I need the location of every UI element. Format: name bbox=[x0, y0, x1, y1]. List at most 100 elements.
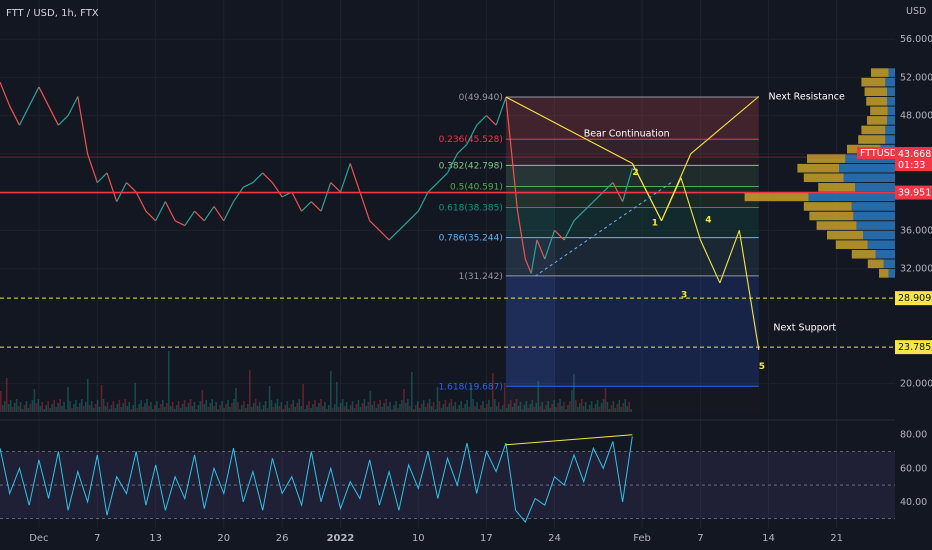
volume-bar bbox=[326, 409, 328, 412]
volume-bar bbox=[573, 374, 575, 412]
y-axis-unit: USD bbox=[906, 6, 926, 17]
volume-bar bbox=[23, 405, 26, 412]
volume-bar bbox=[27, 408, 30, 412]
wave-label: 5 bbox=[759, 362, 765, 372]
volume-bar bbox=[341, 399, 344, 412]
volume-bar bbox=[223, 408, 225, 412]
price-segment bbox=[145, 210, 157, 222]
volume-bar bbox=[219, 405, 221, 412]
fib-band bbox=[505, 207, 759, 238]
volume-bar bbox=[1, 405, 4, 412]
volume-bar bbox=[187, 403, 190, 412]
volume-bar bbox=[41, 402, 44, 412]
profile-bar-down bbox=[856, 221, 895, 230]
profile-bar-up bbox=[870, 106, 888, 116]
volume-bar bbox=[405, 403, 407, 412]
volume-bar bbox=[88, 405, 91, 412]
profile-bar-up bbox=[858, 135, 886, 144]
volume-bar bbox=[138, 404, 140, 412]
volume-bar bbox=[450, 399, 453, 412]
fib-label: 0.786(35.244) bbox=[439, 234, 503, 244]
volume-bar bbox=[606, 402, 609, 412]
price-segment bbox=[505, 97, 513, 154]
price-segment bbox=[516, 211, 526, 260]
volume-bar bbox=[43, 409, 46, 412]
horizontal-levels bbox=[0, 156, 895, 348]
price-segment bbox=[530, 239, 538, 274]
candle-timer: 01:33 bbox=[898, 160, 925, 171]
profile-bar-up bbox=[867, 116, 887, 125]
volume-bar bbox=[612, 401, 615, 412]
volume-bar bbox=[67, 387, 69, 412]
volume-bar bbox=[250, 407, 253, 412]
volume-bar bbox=[270, 400, 273, 412]
volume-bar bbox=[106, 402, 109, 412]
volume-bar bbox=[505, 408, 508, 412]
volume-bar bbox=[254, 399, 257, 412]
volume-bar bbox=[409, 406, 411, 412]
volume-bar bbox=[480, 405, 482, 412]
projection-up-segment bbox=[631, 163, 663, 222]
volume-bar bbox=[300, 406, 302, 412]
volume-bar bbox=[466, 400, 468, 412]
y-tick-label: 56.000 bbox=[900, 34, 932, 45]
volume-bar bbox=[47, 401, 50, 412]
volume-bar bbox=[592, 408, 595, 412]
volume-bar bbox=[541, 402, 544, 412]
price-segment bbox=[174, 220, 186, 227]
price-segment bbox=[369, 220, 380, 231]
volume-bar bbox=[3, 401, 6, 412]
volume-bar bbox=[628, 402, 630, 412]
volume-profile bbox=[744, 68, 895, 278]
volume-bar bbox=[458, 405, 461, 412]
volume-bar bbox=[53, 400, 55, 412]
volume-bar bbox=[217, 409, 219, 412]
volume-bar bbox=[434, 409, 437, 412]
volume-bar bbox=[460, 401, 463, 412]
volume-bar bbox=[418, 408, 421, 412]
volume-bar bbox=[416, 401, 419, 412]
volume-bar bbox=[324, 402, 326, 412]
price-segment bbox=[536, 239, 546, 260]
volume-bar bbox=[211, 399, 214, 412]
price-segment bbox=[339, 163, 351, 193]
profile-bar-up bbox=[861, 77, 886, 87]
volume-bar bbox=[565, 409, 567, 412]
x-tick-label: 14 bbox=[762, 533, 775, 544]
volume-bar bbox=[298, 399, 300, 412]
volume-bar bbox=[312, 404, 314, 412]
volume-bar bbox=[165, 403, 168, 412]
volume-bar bbox=[260, 409, 263, 412]
volume-bar bbox=[203, 404, 206, 412]
volume-bar bbox=[264, 401, 267, 412]
profile-bar-down bbox=[887, 116, 895, 125]
volume-bar bbox=[549, 408, 551, 412]
price-axis[interactable]: USD56.00052.00048.00044.00040.00036.0003… bbox=[857, 0, 932, 550]
time-axis[interactable]: Dec 7 13 20 26 2022 10 17 24 Feb 7 14 21 bbox=[29, 533, 843, 544]
volume-bar bbox=[580, 399, 583, 412]
volume-bar bbox=[114, 408, 117, 412]
price-segment bbox=[544, 230, 556, 260]
volume-bar bbox=[245, 408, 247, 412]
volume-bar bbox=[543, 409, 546, 412]
price-segment bbox=[184, 210, 196, 226]
price-segment bbox=[18, 105, 30, 126]
volume-bar bbox=[314, 400, 316, 412]
volume-bar bbox=[268, 386, 271, 412]
volume-bar bbox=[559, 399, 561, 412]
volume-bar bbox=[142, 407, 144, 412]
elliott-projection: 1 2 3 4 5 Next Resistance Bear Continuation Nex… bbox=[505, 91, 845, 372]
x-tick-label: Dec bbox=[29, 533, 48, 544]
volume-bar bbox=[306, 405, 308, 412]
volume-bar bbox=[132, 405, 134, 412]
profile-bar-down bbox=[887, 87, 895, 97]
rsi-pane bbox=[0, 434, 895, 523]
volume-bar bbox=[231, 403, 233, 412]
volume-bar bbox=[523, 405, 526, 412]
volume-bar bbox=[148, 406, 150, 412]
volume-bar bbox=[280, 402, 283, 412]
price-segment bbox=[476, 115, 487, 126]
volume-bar bbox=[509, 400, 512, 412]
volume-bar bbox=[584, 402, 587, 412]
